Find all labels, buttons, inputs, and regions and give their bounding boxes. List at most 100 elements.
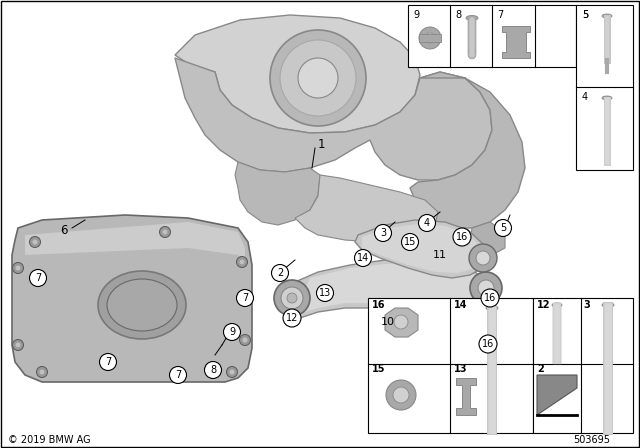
Polygon shape: [12, 215, 252, 382]
Text: 11: 11: [433, 250, 447, 260]
Text: 5: 5: [500, 223, 506, 233]
Circle shape: [243, 337, 248, 343]
Polygon shape: [385, 308, 418, 337]
Circle shape: [393, 387, 409, 403]
Text: 8: 8: [210, 365, 216, 375]
Text: 10: 10: [381, 317, 395, 327]
Polygon shape: [235, 162, 320, 225]
Circle shape: [170, 366, 186, 383]
Circle shape: [223, 323, 241, 340]
Ellipse shape: [602, 14, 612, 18]
Polygon shape: [175, 15, 420, 133]
Polygon shape: [456, 378, 476, 415]
Circle shape: [270, 30, 366, 126]
Text: 14: 14: [357, 253, 369, 263]
Text: 7: 7: [175, 370, 181, 380]
Circle shape: [481, 289, 499, 307]
Circle shape: [29, 237, 40, 247]
Text: 16: 16: [372, 300, 385, 310]
Polygon shape: [362, 224, 482, 273]
Circle shape: [298, 58, 338, 98]
Polygon shape: [355, 220, 486, 278]
Circle shape: [29, 270, 47, 287]
Text: 13: 13: [454, 364, 467, 374]
Circle shape: [227, 366, 237, 378]
Circle shape: [230, 370, 234, 375]
Circle shape: [99, 353, 116, 370]
Circle shape: [13, 263, 24, 273]
Circle shape: [495, 220, 511, 237]
Polygon shape: [502, 26, 530, 58]
Text: 3: 3: [380, 228, 386, 238]
Text: 16: 16: [482, 339, 494, 349]
Circle shape: [280, 40, 356, 116]
Circle shape: [15, 343, 20, 348]
Circle shape: [453, 228, 471, 246]
Text: 7: 7: [497, 10, 503, 20]
Text: 8: 8: [455, 10, 461, 20]
Circle shape: [36, 366, 47, 378]
Bar: [419, 34, 441, 42]
Circle shape: [479, 335, 497, 353]
Text: 503695: 503695: [573, 435, 611, 445]
Text: 1: 1: [318, 138, 326, 151]
Text: 14: 14: [454, 300, 467, 310]
Circle shape: [33, 240, 38, 245]
Ellipse shape: [98, 271, 186, 339]
Text: 9: 9: [413, 10, 419, 20]
Circle shape: [237, 257, 248, 267]
Text: 15: 15: [404, 237, 416, 247]
Ellipse shape: [602, 302, 614, 307]
Circle shape: [239, 335, 250, 345]
Text: 4: 4: [582, 92, 588, 102]
Text: 12: 12: [286, 313, 298, 323]
Polygon shape: [432, 222, 465, 255]
Text: 2: 2: [277, 268, 283, 278]
Text: 9: 9: [229, 327, 235, 337]
Text: 5: 5: [582, 10, 588, 20]
Ellipse shape: [552, 303, 562, 307]
Polygon shape: [410, 72, 525, 228]
Text: 7: 7: [242, 293, 248, 303]
Ellipse shape: [602, 96, 612, 100]
Text: 4: 4: [424, 218, 430, 228]
Circle shape: [425, 33, 435, 43]
Circle shape: [15, 266, 20, 271]
Circle shape: [355, 250, 371, 267]
Circle shape: [287, 293, 297, 303]
Bar: [576, 5, 633, 170]
Circle shape: [239, 259, 244, 264]
Circle shape: [163, 229, 168, 234]
Polygon shape: [470, 222, 505, 255]
Polygon shape: [298, 262, 480, 312]
Ellipse shape: [107, 279, 177, 331]
Text: 7: 7: [105, 357, 111, 367]
Circle shape: [401, 233, 419, 250]
Circle shape: [283, 309, 301, 327]
Text: 5: 5: [582, 10, 588, 20]
Ellipse shape: [466, 16, 478, 21]
Bar: [408, 5, 576, 67]
Circle shape: [470, 272, 502, 304]
Circle shape: [317, 284, 333, 302]
Text: 3: 3: [583, 300, 589, 310]
Text: 16: 16: [456, 232, 468, 242]
Circle shape: [419, 27, 441, 49]
Text: 13: 13: [319, 288, 331, 298]
Text: 6: 6: [61, 224, 68, 237]
Bar: [533, 298, 633, 433]
Circle shape: [205, 362, 221, 379]
Circle shape: [271, 264, 289, 281]
Circle shape: [419, 215, 435, 232]
Circle shape: [386, 380, 416, 410]
Circle shape: [394, 315, 408, 329]
Circle shape: [478, 280, 494, 296]
Text: 16: 16: [484, 293, 496, 303]
Circle shape: [274, 280, 310, 316]
Circle shape: [159, 227, 170, 237]
Polygon shape: [175, 58, 492, 180]
Text: 7: 7: [35, 273, 41, 283]
Text: 2: 2: [537, 364, 544, 374]
Text: 12: 12: [537, 300, 550, 310]
Polygon shape: [295, 175, 438, 242]
